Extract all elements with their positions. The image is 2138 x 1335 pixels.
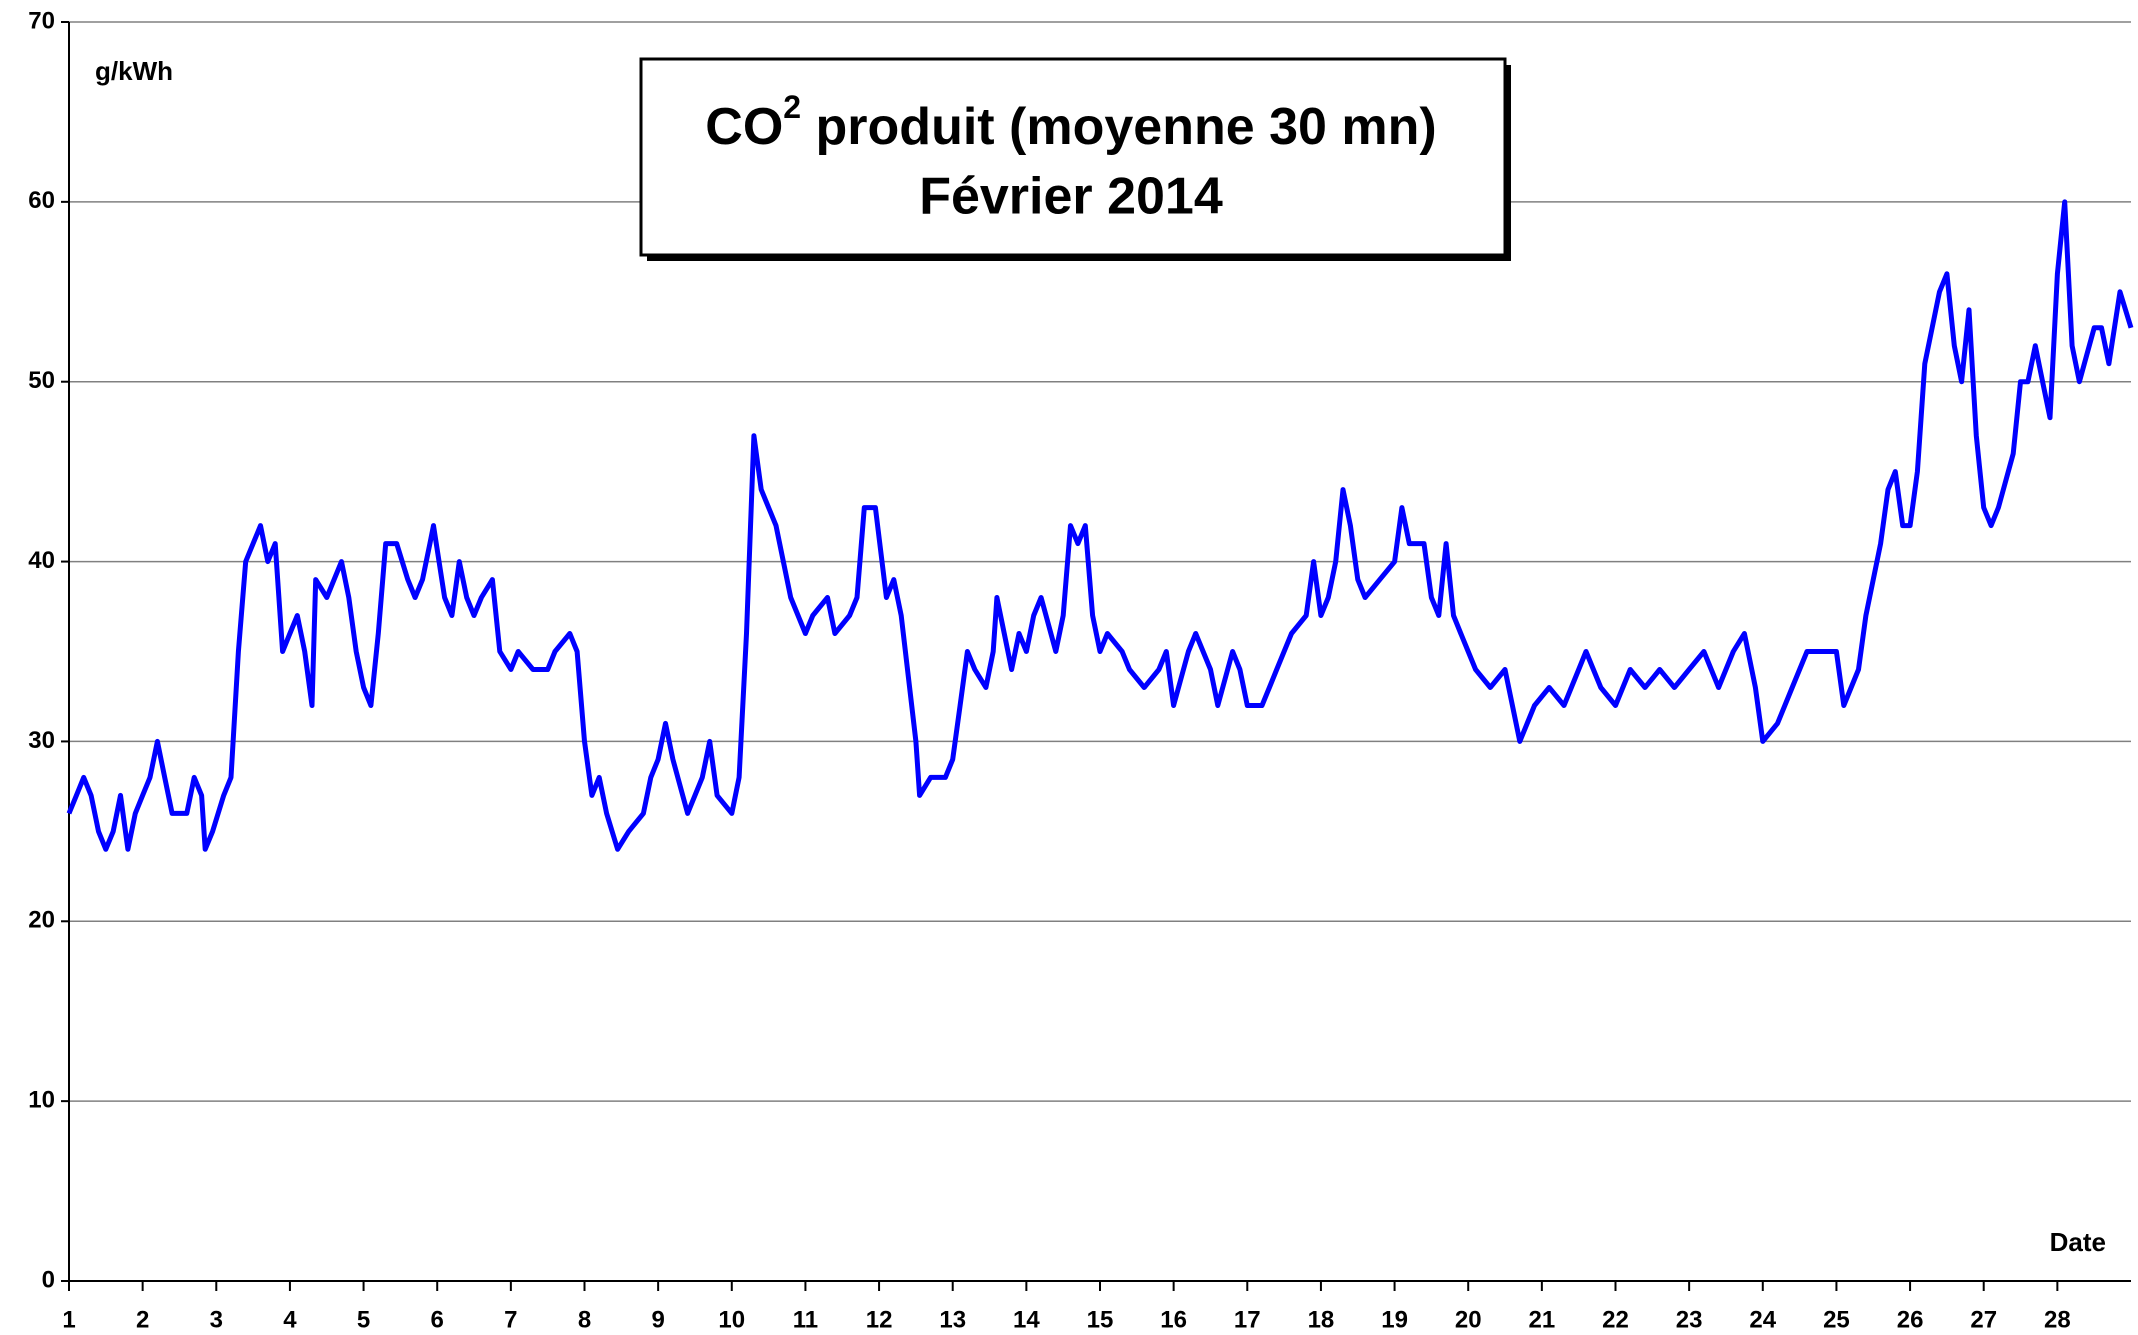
chart-title: CO2 produit (moyenne 30 mn) (705, 89, 1436, 155)
x-tick-label: 10 (718, 1306, 745, 1333)
title-superscript: 2 (783, 89, 801, 125)
x-tick-label: 16 (1160, 1306, 1187, 1333)
x-tick-label: 4 (283, 1306, 297, 1333)
y-tick-label: 50 (28, 367, 55, 394)
x-tick-label: 15 (1087, 1306, 1114, 1333)
data-line (66, 199, 2134, 852)
x-tick-label: 26 (1897, 1306, 1924, 1333)
x-tick-label: 8 (578, 1306, 591, 1333)
x-tick-label: 28 (2044, 1306, 2071, 1333)
x-tick-label: 22 (1602, 1306, 1629, 1333)
x-tick-label: 27 (1970, 1306, 1997, 1333)
x-tick-label: 24 (1749, 1306, 1776, 1333)
x-tick-label: 19 (1381, 1306, 1408, 1333)
y-axis-label: g/kWh (95, 56, 173, 86)
y-tick-label: 10 (28, 1086, 55, 1113)
x-tick-label: 21 (1529, 1306, 1556, 1333)
x-tick-label: 3 (210, 1306, 223, 1333)
x-tick-label: 12 (866, 1306, 893, 1333)
y-tick-label: 40 (28, 547, 55, 574)
x-tick-label: 14 (1013, 1306, 1040, 1333)
x-tick-label: 13 (939, 1306, 966, 1333)
x-tick-label: 5 (357, 1306, 370, 1333)
x-tick-label: 11 (793, 1306, 818, 1333)
x-tick-label: 1 (62, 1306, 75, 1333)
y-tick-label: 30 (28, 727, 55, 754)
title-box (639, 57, 1507, 257)
x-tick-label: 17 (1234, 1306, 1261, 1333)
y-tick-label: 20 (28, 907, 55, 934)
x-tick-label: 18 (1308, 1306, 1335, 1333)
chart-subtitle: Février 2014 (919, 168, 1223, 226)
y-tick-label: 70 (28, 7, 55, 34)
title-part: CO (705, 98, 783, 156)
x-tick-label: 2 (136, 1306, 149, 1333)
x-tick-label: 23 (1676, 1306, 1703, 1333)
x-tick-label: 25 (1823, 1306, 1850, 1333)
x-axis-label: Date (2050, 1227, 2106, 1257)
x-tick-label: 20 (1455, 1306, 1482, 1333)
y-tick-label: 0 (42, 1266, 55, 1293)
x-tick-label: 9 (651, 1306, 664, 1333)
x-tick-label: 7 (504, 1306, 517, 1333)
title-part: produit (moyenne 30 mn) (801, 98, 1437, 156)
x-tick-label: 6 (431, 1306, 444, 1333)
y-tick-label: 60 (28, 187, 55, 214)
